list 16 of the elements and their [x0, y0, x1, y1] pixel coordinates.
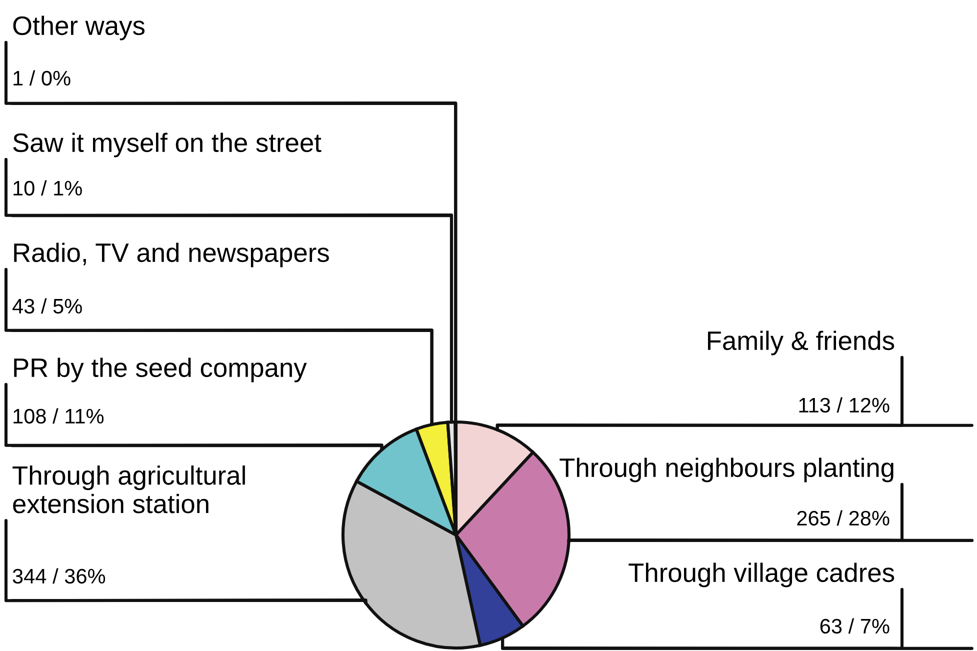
slice-label: Radio, TV and newspapers: [14, 242, 329, 268]
data-label: 113 / 12%: [799, 397, 890, 413]
data-label: 344 / 36%: [12, 568, 106, 584]
data-label: 265 / 28%: [797, 510, 890, 526]
slice-label: PR by the seed company: [14, 358, 307, 382]
slice-label: Through village cadres: [628, 562, 894, 588]
data-label: 108 / 11%: [14, 408, 104, 424]
slice-label: Saw it myself on the street: [13, 132, 322, 158]
slice-label: Other ways: [13, 16, 144, 40]
data-label: 10 / 1%: [14, 180, 82, 196]
slice-label: Through neighbours planting: [560, 458, 894, 482]
data-label: 63 / 7%: [820, 618, 890, 634]
slice-label: Through agricultural extension station: [12, 465, 245, 514]
data-label: 1 / 0%: [14, 70, 70, 86]
data-label: 43 / 5%: [12, 298, 82, 314]
slice-label: Family & friends: [708, 330, 894, 356]
